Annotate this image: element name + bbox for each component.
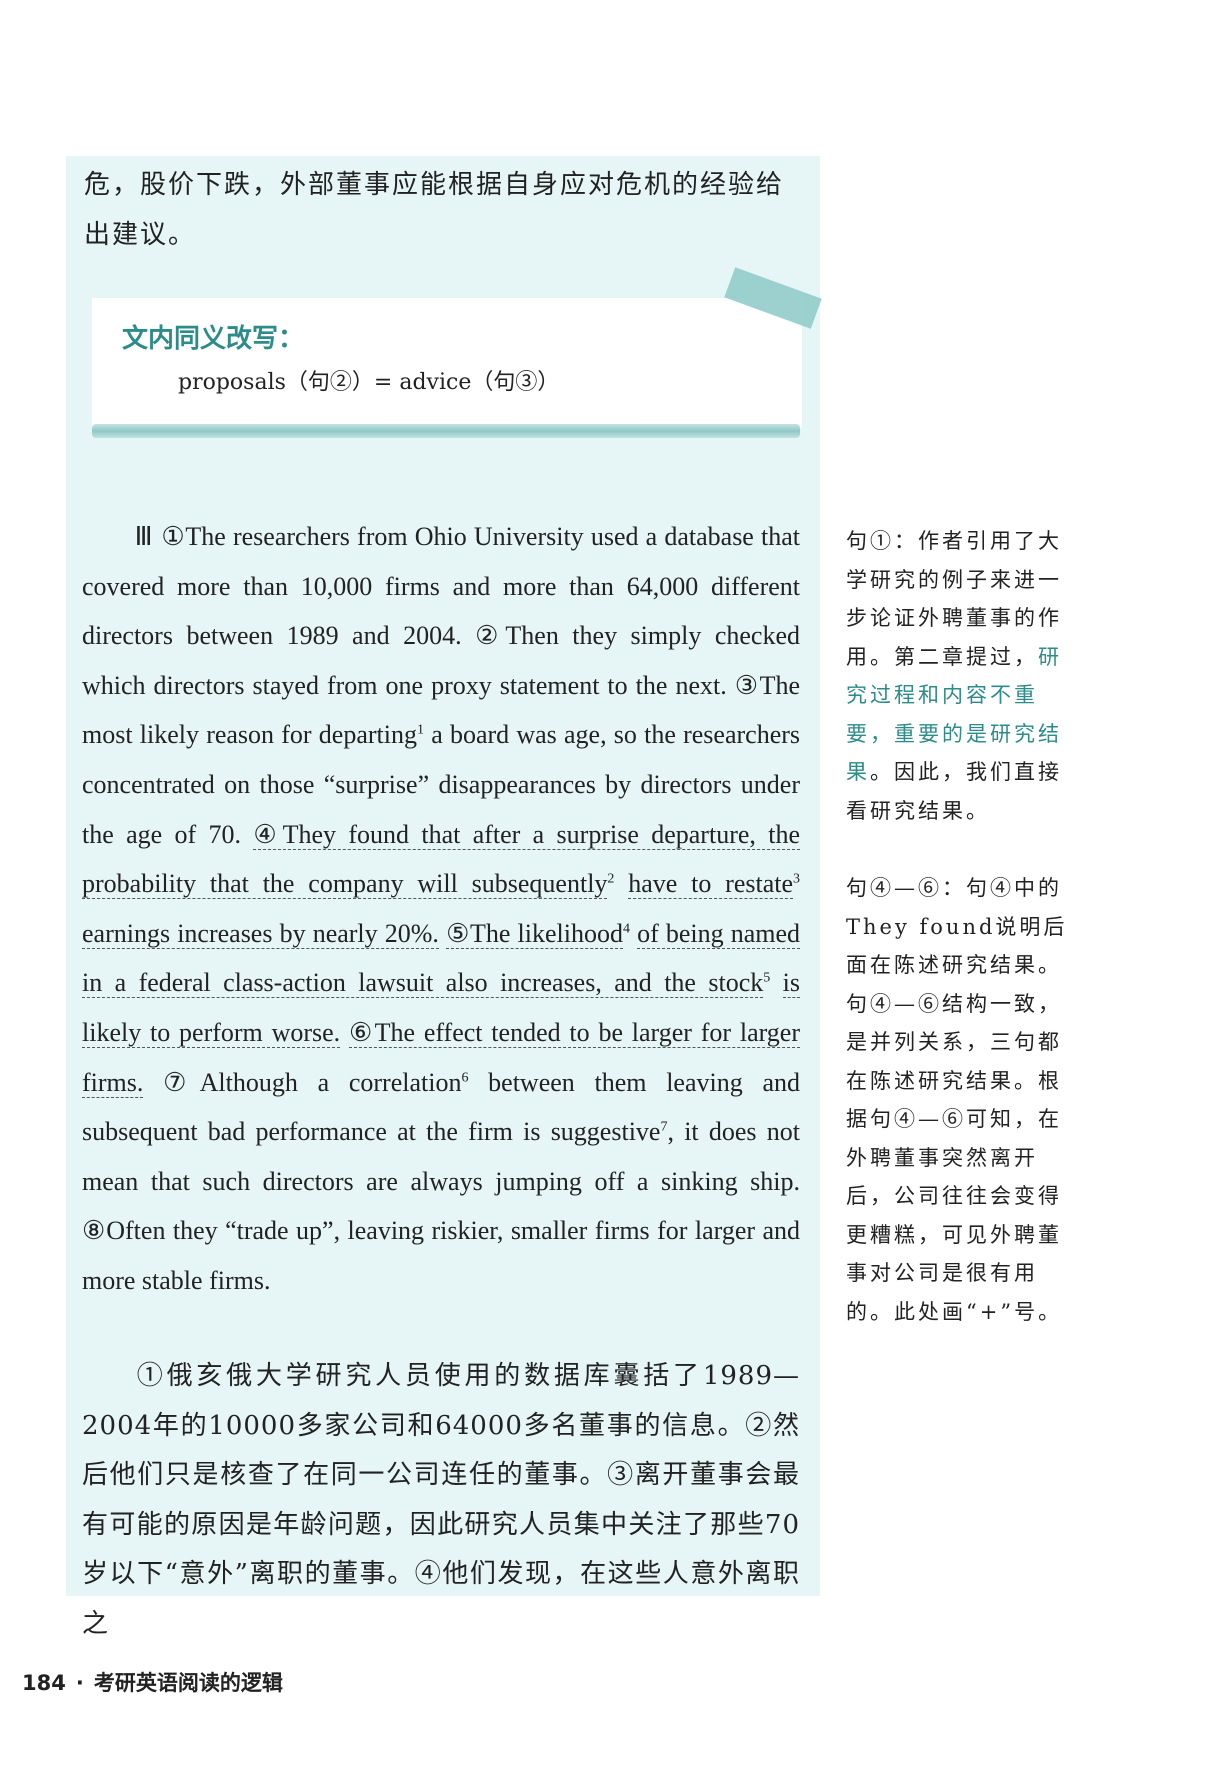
- sentence-5a: ⑤The likelihood: [446, 918, 623, 949]
- top-paragraph: 危，股价下跌，外部董事应能根据自身应对危机的经验给出建议。: [84, 170, 785, 250]
- side-note-1: 句①：作者引用了大学研究的例子来进一步论证外聘董事的作用。第二章提过，研究过程和…: [846, 522, 1076, 830]
- sentence-3b: a board was age, so the researchers conc…: [82, 720, 801, 849]
- footnote-marker-6: 6: [461, 1069, 469, 1085]
- sentence-7c: , it does not mean that such directors a…: [82, 1117, 800, 1196]
- sentence-1: ①The researchers from Ohio University us…: [82, 522, 800, 651]
- sentence-6: ⑥The effect tended to be larger for larg…: [82, 1017, 801, 1098]
- footnote-marker-5: 5: [763, 970, 771, 986]
- footnote-marker-7: 7: [660, 1119, 668, 1135]
- sentence-2: ②Then they simply checked which director…: [82, 621, 801, 700]
- side-note-2: 句④—⑥：句④中的They found说明后面在陈述研究结果。句④—⑥结构一致，…: [846, 876, 1068, 1324]
- footnote-marker-2: 2: [607, 871, 615, 887]
- sentence-5c: is likely to perform worse.: [82, 968, 800, 1048]
- rewrite-box: [92, 298, 802, 428]
- sentence-7a: ⑦Although a correlation: [163, 1067, 462, 1097]
- english-paragraph: Ⅲ ①The researchers from Ohio University …: [82, 512, 801, 1306]
- sentence-3a: ③The most likely reason for departing: [82, 670, 801, 750]
- chinese-translation-paragraph: ①俄亥俄大学研究人员使用的数据库囊括了1989—2004年的10000多家公司和…: [82, 1352, 800, 1650]
- book-title: 考研英语阅读的逻辑: [93, 1671, 283, 1695]
- sentence-7b: between them leaving and subsequent bad …: [82, 1067, 800, 1147]
- rewrite-title: 文内同义改写：: [122, 324, 305, 354]
- footnote-marker-3: 3: [793, 871, 801, 887]
- footer-separator: ·: [75, 1671, 84, 1695]
- rewrite-content: proposals（句②）= advice（句③）: [178, 370, 560, 395]
- sentence-4a: ④They found that after a surprise depart…: [82, 819, 801, 900]
- side-note-1-highlight: 研究过程和内容不重要，重要的是研究结果: [846, 644, 1062, 785]
- footnote-marker-4: 4: [622, 921, 630, 937]
- sentence-8: ⑧Often they “trade up”, leaving riskier,…: [82, 1216, 800, 1295]
- side-note-1-text-a: 句①：作者引用了大学研究的例子来进一步论证外聘董事的作用。第二章提过，: [846, 529, 1062, 669]
- brush-stroke-decoration: [92, 424, 800, 438]
- footnote-marker-1: 1: [416, 722, 424, 738]
- section-roman-numeral: Ⅲ: [134, 522, 155, 551]
- page-number: 184: [22, 1671, 66, 1695]
- page-footer: 184 · 考研英语阅读的逻辑: [22, 1667, 283, 1697]
- sentence-4b: have to restate: [628, 869, 794, 900]
- sentence-4c: earnings increases by nearly 20%.: [82, 918, 439, 949]
- side-note-1-text-b: 。因此，我们直接看研究结果。: [846, 760, 1062, 823]
- chinese-translation-text: ①俄亥俄大学研究人员使用的数据库囊括了1989—2004年的10000多家公司和…: [82, 1361, 800, 1639]
- sentence-5b: of being named in a federal class-action…: [82, 918, 801, 999]
